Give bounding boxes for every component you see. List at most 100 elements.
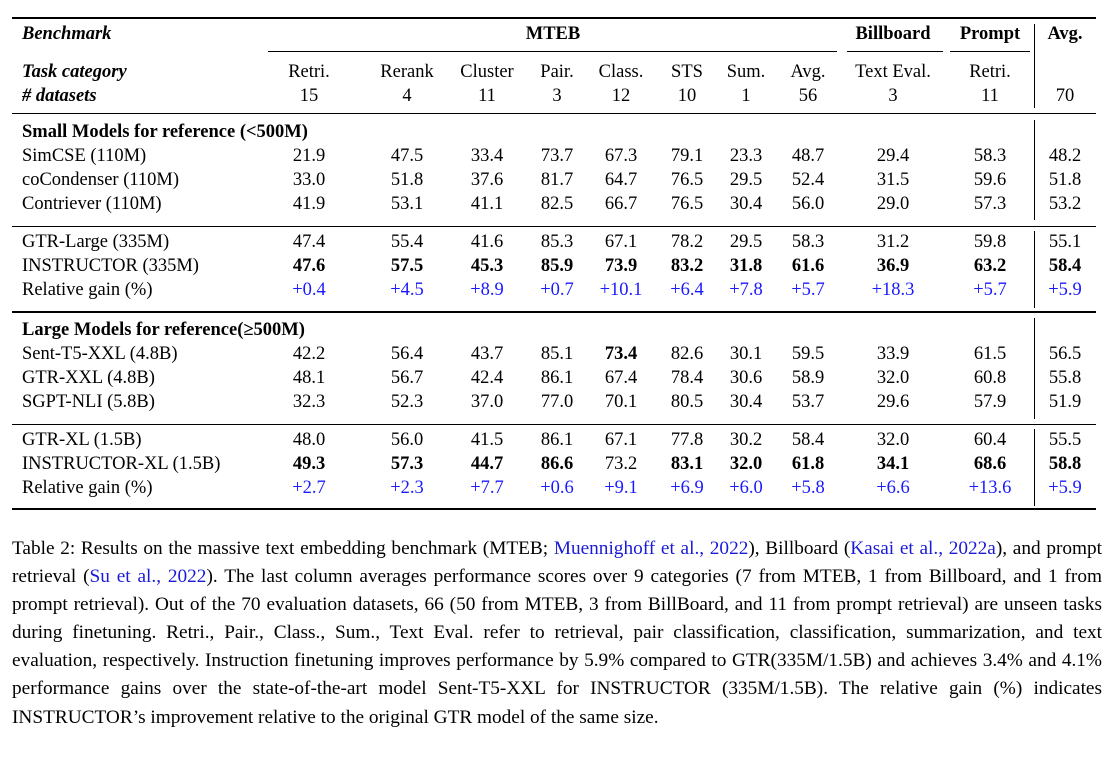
- column-header: Rerank: [380, 62, 434, 82]
- table-cell: +5.7: [973, 280, 1007, 300]
- table-cell: 73.7: [540, 146, 574, 166]
- table-cell: 78.4: [670, 368, 704, 388]
- table-cell: +5.9: [1048, 478, 1082, 498]
- caption-text-2: ), Billboard (: [748, 538, 851, 559]
- table-cell: 58.4: [1048, 256, 1082, 276]
- citation-link-muennighoff[interactable]: Muennighoff et al., 2022: [553, 538, 749, 559]
- table-cell: 42.4: [470, 368, 504, 388]
- avg-separator: [1034, 231, 1035, 308]
- table-cell: 47.5: [390, 146, 424, 166]
- table-row-label: GTR-XXL (4.8B): [22, 368, 155, 388]
- table-cell: 57.5: [390, 256, 424, 276]
- table-cell: 29.6: [876, 392, 910, 412]
- table-cell: 45.3: [470, 256, 504, 276]
- dataset-count: 12: [611, 86, 631, 106]
- table-cell: 86.1: [540, 368, 574, 388]
- billboard-rule: [847, 51, 943, 52]
- table-cell: 60.4: [973, 430, 1007, 450]
- table-row-label: GTR-Large (335M): [22, 232, 170, 252]
- table-cell: 56.5: [1048, 344, 1082, 364]
- table-cell: 48.2: [1048, 146, 1082, 166]
- table-cell: +7.7: [470, 478, 504, 498]
- table-cell: 41.6: [470, 232, 504, 252]
- table-cell: +18.3: [871, 280, 915, 300]
- table-row-label: GTR-XL (1.5B): [22, 430, 142, 450]
- table-cell: 41.1: [470, 194, 504, 214]
- table-row-label: INSTRUCTOR (335M): [22, 256, 199, 276]
- citation-link-kasai[interactable]: Kasai et al., 2022a: [850, 538, 996, 559]
- table-cell: 36.9: [876, 256, 910, 276]
- table-cell: 59.6: [973, 170, 1007, 190]
- dataset-count: 3: [888, 86, 898, 106]
- table-cell: +5.7: [791, 280, 825, 300]
- table-cell: 29.4: [876, 146, 910, 166]
- table-cell: 31.8: [729, 256, 763, 276]
- table-cell: 85.3: [540, 232, 574, 252]
- caption-model-name: INSTRUCTOR: [12, 706, 133, 728]
- group-rule: [12, 424, 1096, 425]
- avg-header: Avg.: [1047, 24, 1083, 44]
- column-header: Retri.: [288, 62, 330, 82]
- table-cell: 37.6: [470, 170, 504, 190]
- column-header: STS: [671, 62, 703, 82]
- table-cell: 56.0: [791, 194, 825, 214]
- table-cell: 52.4: [791, 170, 825, 190]
- table-cell: 29.5: [729, 232, 763, 252]
- table-cell: 76.5: [670, 194, 704, 214]
- table-cell: 51.9: [1048, 392, 1082, 412]
- avg-separator: [1034, 24, 1035, 108]
- table-cell: 63.2: [973, 256, 1007, 276]
- citation-link-su[interactable]: Su et al., 2022: [89, 566, 207, 588]
- table-cell: 59.5: [791, 344, 825, 364]
- section-rule: [12, 311, 1096, 313]
- table-cell: +9.1: [604, 478, 638, 498]
- table-cell: +5.8: [791, 478, 825, 498]
- bottom-rule: [12, 508, 1096, 510]
- table-cell: +8.9: [470, 280, 504, 300]
- column-header: Cluster: [460, 62, 514, 82]
- table-cell: 61.5: [973, 344, 1007, 364]
- table-cell: 55.8: [1048, 368, 1082, 388]
- table-cell: 33.0: [292, 170, 326, 190]
- relative-gain-row-label: Relative gain (%): [22, 478, 153, 498]
- table-caption: Table 2: Results on the massive text emb…: [12, 535, 1102, 732]
- table-cell: 51.8: [390, 170, 424, 190]
- table-cell: 30.2: [729, 430, 763, 450]
- table-cell: 61.6: [791, 256, 825, 276]
- column-header: Sum.: [726, 62, 766, 82]
- table-cell: +6.0: [729, 478, 763, 498]
- table-cell: 58.9: [791, 368, 825, 388]
- table-cell: 58.8: [1048, 454, 1082, 474]
- table-cell: 53.7: [791, 392, 825, 412]
- table-cell: +0.4: [292, 280, 326, 300]
- table-cell: 56.7: [390, 368, 424, 388]
- table-cell: 73.9: [604, 256, 638, 276]
- table-cell: 59.8: [973, 232, 1007, 252]
- table-cell: +2.7: [292, 478, 326, 498]
- table-cell: 53.2: [1048, 194, 1082, 214]
- table-cell: 67.1: [604, 232, 638, 252]
- column-header: Pair.: [540, 62, 574, 82]
- table-cell: 52.3: [390, 392, 424, 412]
- table-cell: 30.4: [729, 194, 763, 214]
- table-cell: 81.7: [540, 170, 574, 190]
- table-cell: +2.3: [390, 478, 424, 498]
- table-cell: 51.8: [1048, 170, 1082, 190]
- table-cell: 67.3: [604, 146, 638, 166]
- section-title: Small Models for reference (<500M): [22, 122, 308, 142]
- table-cell: 42.2: [292, 344, 326, 364]
- column-header: Text Eval.: [855, 62, 931, 82]
- table-cell: 33.9: [876, 344, 910, 364]
- group-rule: [12, 226, 1096, 227]
- avg-separator: [1034, 120, 1035, 220]
- table-cell: 77.0: [540, 392, 574, 412]
- top-rule: [12, 17, 1096, 19]
- column-header: Class.: [598, 62, 644, 82]
- dataset-count: 11: [478, 86, 496, 106]
- table-cell: 58.3: [791, 232, 825, 252]
- dataset-count: 1: [741, 86, 751, 106]
- table-cell: +6.6: [876, 478, 910, 498]
- table-cell: 47.6: [292, 256, 326, 276]
- table-cell: 37.0: [470, 392, 504, 412]
- table-cell: 32.3: [292, 392, 326, 412]
